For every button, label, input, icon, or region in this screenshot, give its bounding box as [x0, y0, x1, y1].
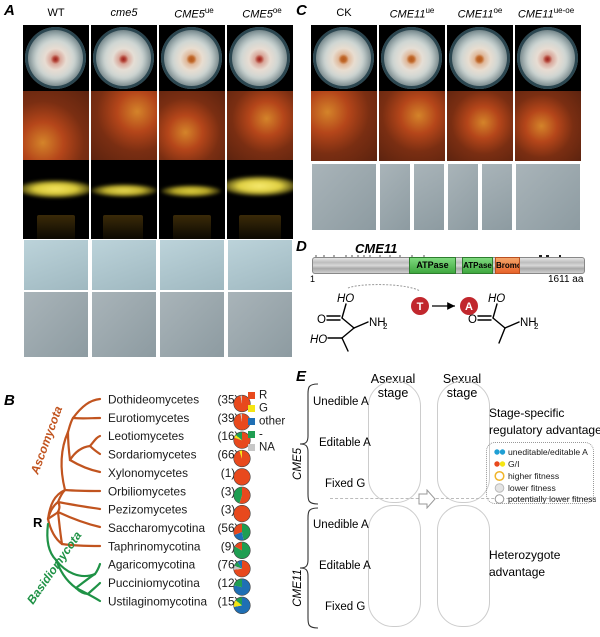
svg-text:NA: NA [259, 442, 275, 454]
svg-text:HO: HO [337, 293, 354, 305]
svg-text:-: - [259, 429, 263, 441]
svg-text:2: 2 [534, 322, 539, 331]
svg-text:uneditable/editable A: uneditable/editable A [508, 447, 588, 457]
svg-text:T: T [417, 301, 424, 313]
svg-text:lower fitness: lower fitness [508, 483, 556, 493]
svg-text:G/I: G/I [508, 459, 519, 469]
svg-text:R: R [259, 390, 267, 402]
svg-text:G: G [259, 403, 268, 415]
svg-text:HO: HO [488, 293, 505, 305]
svg-text:other: other [259, 416, 285, 428]
svg-text:CME11: CME11 [292, 569, 304, 607]
svg-text:2: 2 [383, 322, 388, 331]
svg-text:potentially lower fitness: potentially lower fitness [508, 494, 596, 504]
svg-text:higher fitness: higher fitness [508, 471, 559, 481]
svg-text:CME5: CME5 [292, 447, 304, 480]
svg-text:O: O [468, 314, 477, 326]
svg-text:A: A [465, 301, 473, 313]
